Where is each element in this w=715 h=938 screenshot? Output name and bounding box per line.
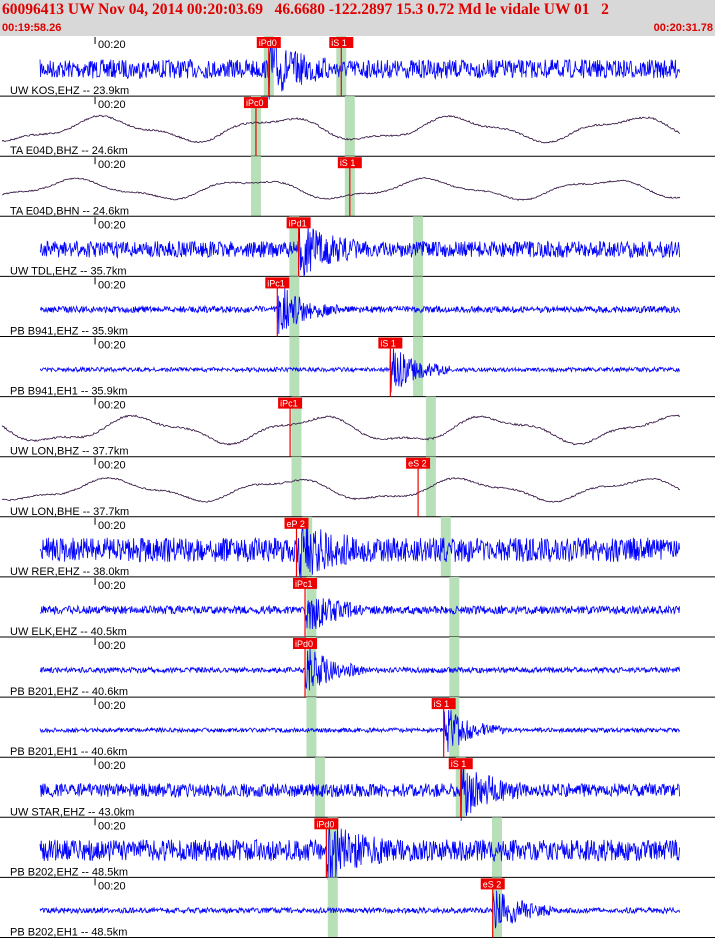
pick-label: iPc1: [267, 278, 285, 288]
pick-label-box: [431, 698, 456, 710]
phase-window: [291, 396, 302, 457]
time-tick-label: 00:20: [98, 520, 126, 532]
pick-label: iS 1: [331, 38, 347, 48]
time-tick-label: 00:20: [98, 400, 126, 412]
pick-label: eP 2: [286, 519, 304, 529]
phase-window: [413, 276, 424, 337]
time-tick-label: 00:20: [98, 580, 126, 592]
phase-window: [413, 336, 424, 397]
waveform-trace: [1, 177, 681, 201]
station-label: UW ELK,EHZ -- 40.5km: [10, 626, 127, 638]
station-label: PB B941,EH1 -- 35.9km: [10, 386, 127, 398]
phase-window: [492, 817, 503, 878]
waveform-trace: [1, 114, 681, 144]
station-label: UW KOS,EHZ -- 23.9km: [10, 85, 129, 97]
station-label: PB B941,EHZ -- 35.9km: [10, 326, 128, 338]
phase-window: [314, 757, 325, 818]
pick-label: iPd0: [259, 38, 277, 48]
time-tick-label: 00:20: [98, 159, 126, 171]
time-tick-label: 00:20: [98, 760, 126, 772]
pick-label-box: [448, 758, 473, 770]
time-tick-label: 00:20: [98, 820, 126, 832]
phase-window: [327, 877, 338, 938]
waveform-trace: [39, 820, 680, 880]
station-label: UW RER,EHZ -- 38.0km: [10, 566, 129, 578]
waveform-trace: [39, 521, 680, 582]
pick-label: eS 2: [408, 459, 427, 469]
pick-label: iPd0: [295, 639, 313, 649]
waveform-trace: [39, 648, 680, 691]
event-title: 60096413 UW Nov 04, 2014 00:20:03.69 46.…: [2, 1, 609, 18]
waveform-trace: [39, 598, 680, 630]
phase-window: [344, 96, 355, 157]
pick-label-box: [406, 457, 431, 469]
pick-label-box: [378, 337, 403, 349]
waveform-trace: [1, 476, 681, 503]
station-label: UW LON,BHZ -- 37.7km: [10, 446, 129, 458]
waveform-trace: [39, 288, 680, 334]
pick-label-box: [293, 638, 318, 649]
phase-window: [306, 697, 317, 758]
pick-label-box: [286, 217, 311, 229]
pick-label: eS 2: [483, 879, 502, 889]
pick-label-box: [329, 37, 354, 48]
pick-label-box: [256, 37, 281, 48]
station-label: UW LON,BHE -- 37.7km: [10, 506, 129, 518]
waveform-trace: [1, 414, 681, 446]
waveform-trace: [39, 348, 680, 393]
pick-label: iS 1: [340, 158, 356, 168]
waveform-trace: [39, 219, 680, 277]
waveform-trace: [39, 890, 680, 929]
phase-window: [449, 637, 460, 698]
pick-label: iPc1: [295, 579, 313, 589]
pick-label-box: [314, 818, 339, 830]
phase-window: [250, 156, 261, 217]
phase-window: [291, 456, 302, 517]
pick-label-box: [243, 97, 268, 109]
pick-label-box: [265, 277, 290, 289]
time-tick-label: 00:20: [98, 219, 126, 231]
pick-label: iPc0: [246, 98, 264, 108]
time-tick-label: 00:20: [98, 880, 126, 892]
phase-window: [492, 877, 503, 938]
station-label: TA E04D,BHN -- 24.6km: [10, 205, 129, 217]
start-time: 00:19:58.26: [2, 22, 62, 34]
pick-label: iPc1: [280, 399, 298, 409]
pick-label: iPd1: [289, 218, 307, 228]
station-label: UW STAR,EHZ -- 43.0km: [10, 806, 134, 818]
pick-label-box: [278, 397, 303, 409]
time-tick-label: 00:20: [98, 460, 126, 472]
pick-label: iS 1: [451, 759, 467, 769]
station-label: PB B201,EH1 -- 40.6km: [10, 746, 127, 758]
station-label: UW TDL,EHZ -- 35.7km: [10, 265, 127, 277]
station-label: PB B202,EHZ -- 48.5km: [10, 866, 128, 878]
phase-window: [440, 516, 451, 577]
time-tick-label: 00:20: [98, 340, 126, 352]
station-label: PB B201,EHZ -- 40.6km: [10, 686, 128, 698]
time-tick-label: 00:20: [98, 700, 126, 712]
phase-window: [425, 396, 436, 457]
time-tick-label: 00:20: [98, 640, 126, 652]
phase-window: [306, 576, 317, 637]
pick-label: iS 1: [380, 339, 396, 349]
time-tick-label: 00:20: [98, 39, 126, 51]
pick-label-box: [337, 157, 362, 169]
waveform-trace: [39, 39, 680, 100]
waveform-trace: [39, 763, 680, 821]
waveform-trace: [39, 710, 680, 753]
station-label: TA E04D,BHZ -- 24.6km: [10, 145, 128, 157]
station-label: PB B202,EH1 -- 48.5km: [10, 927, 127, 938]
time-tick-label: 00:20: [98, 279, 126, 291]
pick-label: iS 1: [434, 699, 450, 709]
header-bar: 60096413 UW Nov 04, 2014 00:20:03.69 46.…: [0, 0, 715, 36]
end-time: 00:20:31.78: [653, 22, 713, 34]
pick-label-box: [480, 878, 505, 890]
time-tick-label: 00:20: [98, 99, 126, 111]
pick-label-box: [293, 577, 318, 589]
seismogram-panel: 00:20 iPd0 iS 1 UW KOS,EHZ -- 23.9km 00:20 iP…: [0, 36, 715, 938]
pick-label-box: [284, 517, 309, 529]
pick-label: iPd0: [316, 819, 334, 829]
phase-window: [289, 336, 300, 397]
phase-window: [449, 576, 460, 637]
